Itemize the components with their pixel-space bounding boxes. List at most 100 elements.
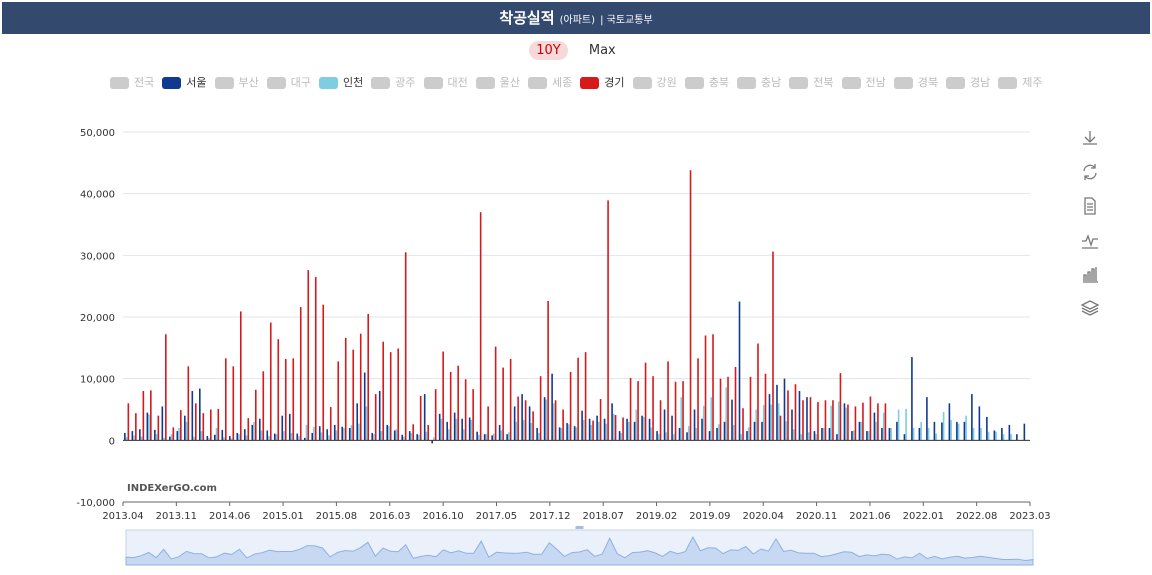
y-tick-label: 40,000 xyxy=(80,190,115,201)
bar xyxy=(344,337,347,441)
data-zoom-slider[interactable] xyxy=(125,526,1034,566)
chart-source: | 국토교통부 xyxy=(600,15,653,26)
bar xyxy=(590,424,593,441)
bar xyxy=(618,431,621,441)
legend-item[interactable]: 인천 xyxy=(319,76,363,90)
bar xyxy=(935,433,937,441)
bar xyxy=(599,399,602,441)
legend-item[interactable]: 세종 xyxy=(528,76,572,90)
legend-swatch xyxy=(632,77,652,89)
x-tick-label: 2023.03 xyxy=(1009,511,1050,522)
stack-icon[interactable] xyxy=(1080,298,1100,318)
bar xyxy=(584,352,587,441)
legend-item[interactable]: 대구 xyxy=(266,76,311,90)
bar xyxy=(704,335,707,441)
bar xyxy=(717,424,720,441)
bar xyxy=(678,428,681,441)
bar xyxy=(202,413,205,441)
bar-chart-icon[interactable] xyxy=(1080,264,1100,284)
bar xyxy=(680,397,683,441)
legend-item[interactable]: 서울 xyxy=(162,76,207,90)
bar xyxy=(135,413,137,441)
legend-swatch xyxy=(371,77,391,89)
legend-item[interactable]: 경기 xyxy=(580,76,625,90)
bar xyxy=(650,427,653,441)
watermark: INDEXerGO.com xyxy=(127,483,217,494)
refresh-icon[interactable] xyxy=(1080,162,1100,182)
bar xyxy=(642,416,645,441)
legend-item[interactable]: 부산 xyxy=(214,76,259,90)
legend-item[interactable]: 제주 xyxy=(998,76,1043,90)
bar xyxy=(125,437,128,441)
bar xyxy=(809,397,812,441)
bar xyxy=(830,405,832,441)
legend-item[interactable]: 대전 xyxy=(423,76,468,90)
bar xyxy=(575,427,578,441)
legend-item[interactable]: 강원 xyxy=(632,76,677,90)
legend-item[interactable]: 울산 xyxy=(475,76,520,90)
line-chart-icon[interactable] xyxy=(1080,230,1100,250)
bar xyxy=(266,430,269,441)
bar xyxy=(890,428,892,441)
range-button-10y[interactable]: 10Y xyxy=(529,41,568,60)
range-button-max[interactable]: Max xyxy=(588,43,616,58)
bar xyxy=(217,408,220,441)
bar xyxy=(464,379,467,441)
legend-item[interactable]: 충남 xyxy=(737,76,781,90)
bar xyxy=(719,378,722,441)
bar xyxy=(777,403,780,441)
legend-label: 전국 xyxy=(134,76,155,89)
data-view-icon[interactable] xyxy=(1080,196,1100,216)
bar xyxy=(633,421,636,441)
bar xyxy=(695,428,698,441)
legend-label: 서울 xyxy=(186,76,207,89)
bar xyxy=(140,436,143,441)
bar xyxy=(479,212,482,441)
legend-item[interactable]: 경남 xyxy=(946,76,990,90)
bar xyxy=(184,415,186,441)
bar xyxy=(148,414,150,441)
bar xyxy=(738,301,741,441)
bar xyxy=(419,395,422,441)
legend-swatch xyxy=(423,77,443,89)
bar xyxy=(884,403,887,441)
download-icon[interactable] xyxy=(1080,128,1100,148)
bar xyxy=(702,405,705,441)
legend-item[interactable]: 경북 xyxy=(893,76,938,90)
bar xyxy=(154,429,156,441)
legend-item[interactable]: 전남 xyxy=(841,76,886,90)
bar xyxy=(807,432,810,441)
bar xyxy=(607,200,609,441)
bar xyxy=(1002,434,1005,441)
bar xyxy=(228,436,231,441)
bar xyxy=(622,417,624,441)
bar xyxy=(776,384,778,441)
legend-item[interactable]: 충북 xyxy=(684,76,729,90)
legend-swatch xyxy=(110,77,129,89)
bar xyxy=(170,434,173,441)
bar xyxy=(502,367,504,441)
bar xyxy=(281,415,284,441)
bar xyxy=(536,428,538,441)
bar xyxy=(824,400,827,441)
bar xyxy=(783,378,786,441)
bar xyxy=(532,411,534,441)
bar xyxy=(457,365,459,441)
bar xyxy=(708,431,711,441)
grid-lines xyxy=(123,131,1030,503)
bar xyxy=(785,421,787,441)
bar xyxy=(262,371,265,441)
bar xyxy=(448,429,450,441)
bar xyxy=(956,421,958,441)
legend-item[interactable]: 광주 xyxy=(371,76,416,90)
legend-item[interactable]: 전북 xyxy=(789,76,834,90)
bar xyxy=(427,424,429,441)
legend-item[interactable]: 전국 xyxy=(110,76,154,90)
bar xyxy=(995,431,997,441)
bar xyxy=(260,430,263,441)
bar xyxy=(920,421,922,441)
bar xyxy=(273,433,276,441)
bar xyxy=(927,428,930,441)
bar xyxy=(986,416,988,441)
bar xyxy=(710,397,713,441)
